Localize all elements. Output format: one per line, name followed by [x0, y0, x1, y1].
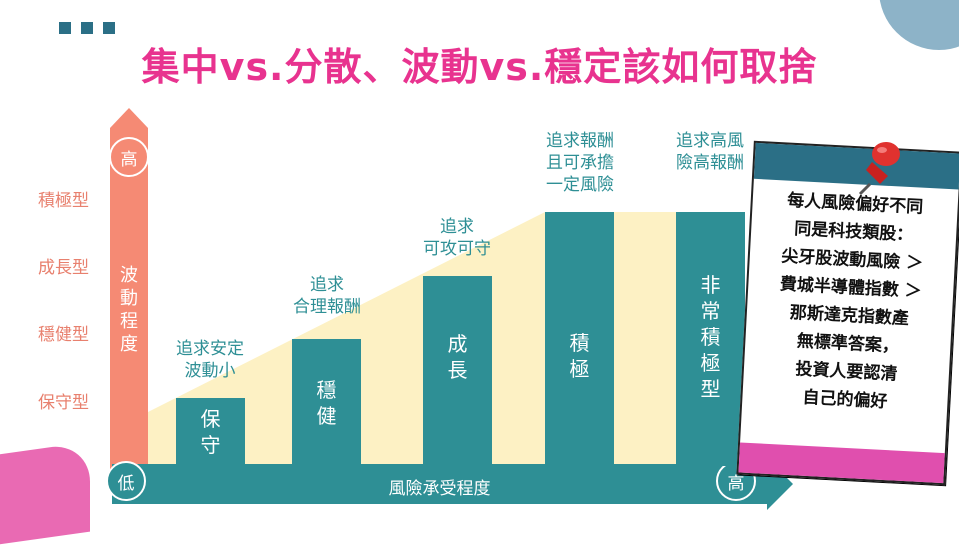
y-axis-high-marker: 高	[109, 137, 149, 177]
bar-aggressive: 積極	[545, 212, 614, 466]
x-axis-label: 風險承受程度	[388, 479, 491, 499]
level-label-conservative: 保守型	[38, 393, 89, 413]
note-card: 每人風險偏好不同 同是科技類股： 尖牙股波動風險 ＞ 費城半導體指數 ＞ 那斯達…	[736, 140, 959, 486]
bar-conservative: 保守	[176, 398, 245, 466]
note-text: 每人風險偏好不同 同是科技類股： 尖牙股波動風險 ＞ 費城半導體指數 ＞ 那斯達…	[779, 190, 924, 413]
y-axis-arrow	[110, 108, 148, 128]
caption-growth: 追求 可攻可守	[423, 217, 491, 259]
caption-aggressive: 追求報酬 且可承擔 一定風險	[546, 131, 614, 195]
caption-balanced: 追求 合理報酬	[293, 275, 361, 317]
y-axis-label: 波動程度	[120, 265, 138, 355]
caption-conservative: 追求安定 波動小	[176, 339, 244, 381]
level-label-aggressive: 積極型	[38, 191, 89, 211]
pushpin-icon	[858, 142, 900, 196]
x-axis	[112, 464, 767, 504]
page-title: 集中vs.分散、波動vs.穩定該如何取捨	[141, 45, 818, 89]
bar-growth: 成長	[423, 276, 492, 466]
caption-very-aggressive: 追求高風 險高報酬	[676, 131, 744, 173]
bar-very-aggressive: 非常積極型	[676, 212, 745, 466]
bar-balanced: 穩健	[292, 339, 361, 466]
note-card-header	[753, 142, 959, 190]
y-axis	[110, 128, 148, 484]
x-axis-low-marker: 低	[106, 461, 146, 501]
level-label-growth: 成長型	[38, 258, 89, 278]
level-label-balanced: 穩健型	[38, 325, 89, 345]
